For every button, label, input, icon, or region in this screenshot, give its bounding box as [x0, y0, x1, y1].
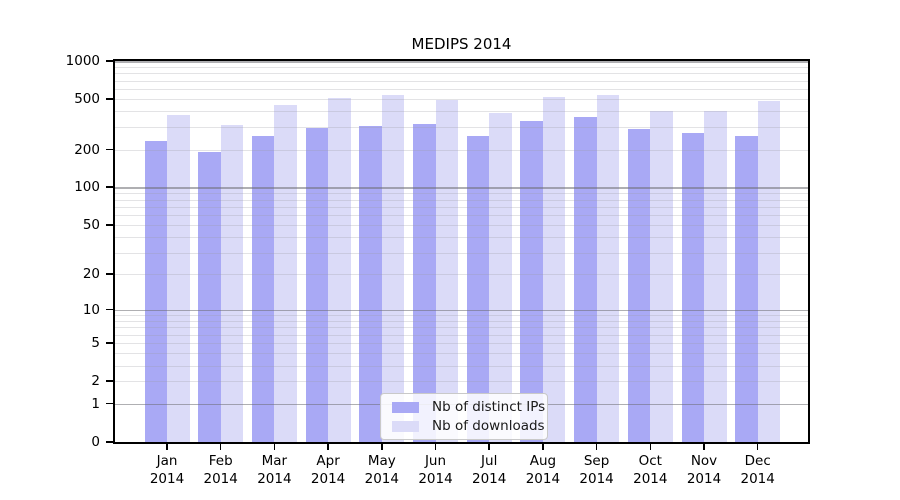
x-tick-mark	[703, 444, 705, 450]
x-tick-mark	[488, 444, 490, 450]
x-tick-label: Nov 2014	[686, 453, 722, 487]
legend-entry-distinct-ips: Nb of distinct IPs	[392, 400, 545, 414]
y-tick-mark	[106, 441, 113, 443]
bar	[650, 110, 673, 442]
legend-label: Nb of downloads	[432, 418, 545, 434]
y-tick-mark	[106, 273, 113, 275]
legend-entry-downloads: Nb of downloads	[392, 419, 545, 433]
bar	[466, 136, 490, 442]
bar	[274, 104, 297, 442]
x-tick-label: Aug 2014	[525, 453, 561, 487]
bar	[574, 116, 597, 442]
legend-swatch-icon	[392, 420, 419, 432]
x-tick-mark	[756, 444, 759, 450]
bar	[251, 135, 275, 442]
y-tick-label: 10	[82, 301, 100, 318]
y-tick-mark	[106, 98, 113, 100]
bar	[413, 124, 436, 442]
y-tick-label: 1000	[65, 53, 100, 69]
y-tick-mark	[106, 148, 113, 151]
y-tick-mark	[106, 402, 113, 405]
bar	[381, 95, 405, 442]
legend: Nb of distinct IPs Nb of downloads	[380, 393, 548, 440]
x-tick-label: Dec 2014	[740, 453, 775, 487]
y-tick-mark	[106, 342, 113, 344]
y-tick-mark	[106, 186, 113, 189]
x-tick-mark	[542, 444, 544, 450]
y-tick-label: 500	[74, 91, 100, 108]
legend-swatch-icon	[392, 401, 419, 413]
minor-gridline	[115, 66, 808, 68]
bar	[520, 121, 543, 442]
x-tick-label: May 2014	[364, 453, 399, 487]
bar	[359, 125, 382, 442]
bar	[704, 111, 727, 442]
minor-gridline	[115, 80, 808, 82]
x-tick-mark	[273, 444, 276, 450]
bar	[305, 128, 329, 442]
minor-gridline	[115, 89, 808, 91]
minor-gridline	[115, 73, 808, 75]
bar	[198, 152, 221, 442]
bar	[220, 124, 244, 442]
x-tick-mark	[649, 444, 652, 450]
x-tick-label: Jun 2014	[418, 453, 453, 487]
y-tick-label: 0	[91, 434, 100, 450]
x-tick-mark	[434, 444, 437, 450]
x-tick-mark	[327, 444, 329, 450]
x-tick-label: Sep 2014	[579, 453, 614, 487]
x-tick-label: Mar 2014	[257, 453, 292, 487]
bar	[435, 99, 458, 442]
bar	[735, 136, 758, 442]
x-tick-label: Oct 2014	[633, 453, 668, 487]
y-tick-label: 100	[74, 179, 100, 196]
bar	[627, 128, 651, 442]
y-tick-label: 50	[82, 217, 100, 234]
bars-layer	[115, 61, 808, 442]
y-tick-mark	[106, 308, 113, 311]
x-tick-label: Jul 2014	[472, 453, 507, 487]
bar	[596, 94, 620, 442]
bar	[167, 115, 190, 442]
bar	[328, 97, 351, 442]
x-tick-label: Jan 2014	[149, 453, 185, 487]
y-tick-label: 5	[91, 335, 100, 352]
x-tick-label: Feb 2014	[203, 453, 238, 487]
x-tick-mark	[166, 444, 168, 450]
bar	[144, 140, 167, 442]
y-tick-label: 200	[74, 141, 100, 158]
x-tick-mark	[219, 444, 222, 450]
x-tick-mark	[595, 444, 598, 450]
x-tick-mark	[381, 444, 383, 450]
bar	[489, 112, 512, 442]
y-tick-mark	[106, 224, 113, 226]
x-tick-label: Apr 2014	[310, 453, 346, 487]
y-tick-mark	[106, 380, 113, 382]
y-tick-label: 1	[91, 395, 100, 412]
legend-label: Nb of distinct IPs	[432, 399, 546, 415]
major-gridline	[115, 61, 808, 63]
minor-gridline	[115, 99, 808, 101]
y-tick-label: 2	[91, 373, 100, 390]
bar	[681, 133, 704, 442]
bar	[757, 101, 781, 442]
plot-area	[113, 59, 810, 444]
bar	[542, 97, 566, 442]
y-tick-label: 20	[82, 266, 100, 283]
chart-title: MEDIPS 2014	[411, 35, 512, 53]
y-tick-mark	[106, 60, 113, 62]
